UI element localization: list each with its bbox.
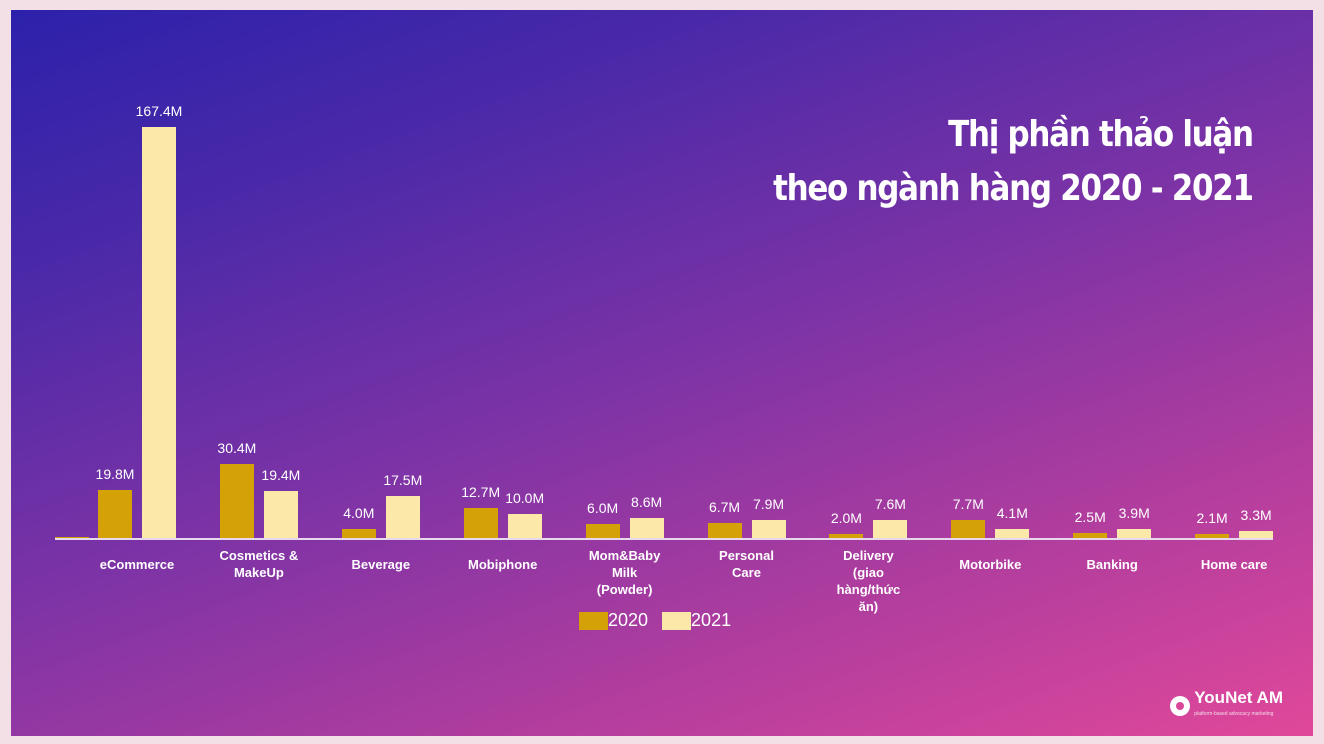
category-label: eCommerce xyxy=(99,557,175,572)
bar-2021 xyxy=(873,520,908,539)
bar-2021 xyxy=(142,127,176,539)
value-label-2020: 6.7M xyxy=(708,499,741,515)
value-label-2020: 7.7M xyxy=(952,496,984,512)
title-line-1: Thị phần thảo luận xyxy=(948,114,1254,155)
bar-2020 xyxy=(341,529,376,539)
bar-2020 xyxy=(219,464,254,539)
category-label: Banking xyxy=(1086,557,1138,572)
value-label-2021: 4.1M xyxy=(996,505,1028,521)
value-label-2020: 2.0M xyxy=(830,510,862,526)
logo-icon xyxy=(1170,696,1191,716)
younet-logo: YouNet AM platform-based advocacy market… xyxy=(1170,688,1283,722)
plot-area: 19.8M 167.4M eCommerce 30.4M 19.4M Cosmetics … xyxy=(11,10,1313,736)
bar-2021 xyxy=(1239,531,1274,539)
legend: 2020 2021 xyxy=(579,610,745,631)
bar-2020 xyxy=(98,490,132,539)
value-label-2021: 10.0M xyxy=(505,490,545,506)
bar-2020 xyxy=(1195,534,1230,539)
value-label-2021: 3.9M xyxy=(1118,505,1150,521)
legend-label-2021: 2021 xyxy=(691,610,732,630)
bar-2021 xyxy=(751,520,786,539)
category-label: Motorbike xyxy=(959,557,1022,572)
bar-2020 xyxy=(951,520,986,539)
value-label-2020: 12.7M xyxy=(461,484,501,500)
category-label: Delivery (giao hàng/thức ăn) xyxy=(836,548,901,614)
value-label-2021: 3.3M xyxy=(1240,507,1272,523)
chart-panel: Thị phần thảo luận theo ngành hàng 2020 … xyxy=(11,10,1313,736)
legend-swatch-2021 xyxy=(662,611,692,630)
value-label-2021: 8.6M xyxy=(631,494,663,510)
value-label-2020: 2.5M xyxy=(1074,509,1106,525)
category-label: Personal Care xyxy=(719,548,774,580)
legend-item-2021: 2021 xyxy=(662,610,731,631)
category-label: Mobiphone xyxy=(468,557,538,572)
legend-item-2020: 2020 xyxy=(579,610,648,631)
bar-2020 xyxy=(1073,533,1108,539)
logo-name: YouNet AM xyxy=(1194,688,1283,707)
category-label: Home care xyxy=(1200,557,1268,572)
bar-2021 xyxy=(385,496,420,539)
logo-tagline: platform-based advocacy marketing xyxy=(1194,711,1274,717)
x-axis-line xyxy=(55,538,1273,540)
value-label-2021: 19.4M xyxy=(261,467,301,483)
legend-swatch-2020 xyxy=(579,611,608,630)
value-label-2021: 7.9M xyxy=(752,496,785,512)
value-label-2020: 6.0M xyxy=(587,500,619,516)
category-label: Mom&Baby Milk (Powder) xyxy=(588,548,661,597)
value-label-2020: 30.4M xyxy=(217,440,257,456)
bar-2021 xyxy=(263,491,298,539)
chart-title: Thị phần thảo luận theo ngành hàng 2020 … xyxy=(773,108,1254,216)
value-label-2021: 7.6M xyxy=(874,496,906,512)
bar-2020 xyxy=(585,524,620,539)
bar-2021 xyxy=(629,518,664,539)
bar-2020 xyxy=(829,534,864,539)
bar-2021 xyxy=(995,529,1030,539)
legend-label-2020: 2020 xyxy=(608,610,649,630)
category-label: Cosmetics & MakeUp xyxy=(219,548,299,580)
bar-2020 xyxy=(707,523,742,539)
value-label-2021: 17.5M xyxy=(383,472,423,488)
title-line-2: theo ngành hàng 2020 - 2021 xyxy=(773,168,1254,209)
bar-2021 xyxy=(1117,529,1152,539)
category-label: Beverage xyxy=(351,557,411,572)
value-label-2020: 4.0M xyxy=(343,505,375,521)
value-label-2020: 2.1M xyxy=(1196,510,1228,526)
bar-2021 xyxy=(507,514,542,539)
value-label-2021: 167.4M xyxy=(135,103,183,119)
value-label-2020: 19.8M xyxy=(95,466,135,482)
bar-2020 xyxy=(463,508,498,539)
